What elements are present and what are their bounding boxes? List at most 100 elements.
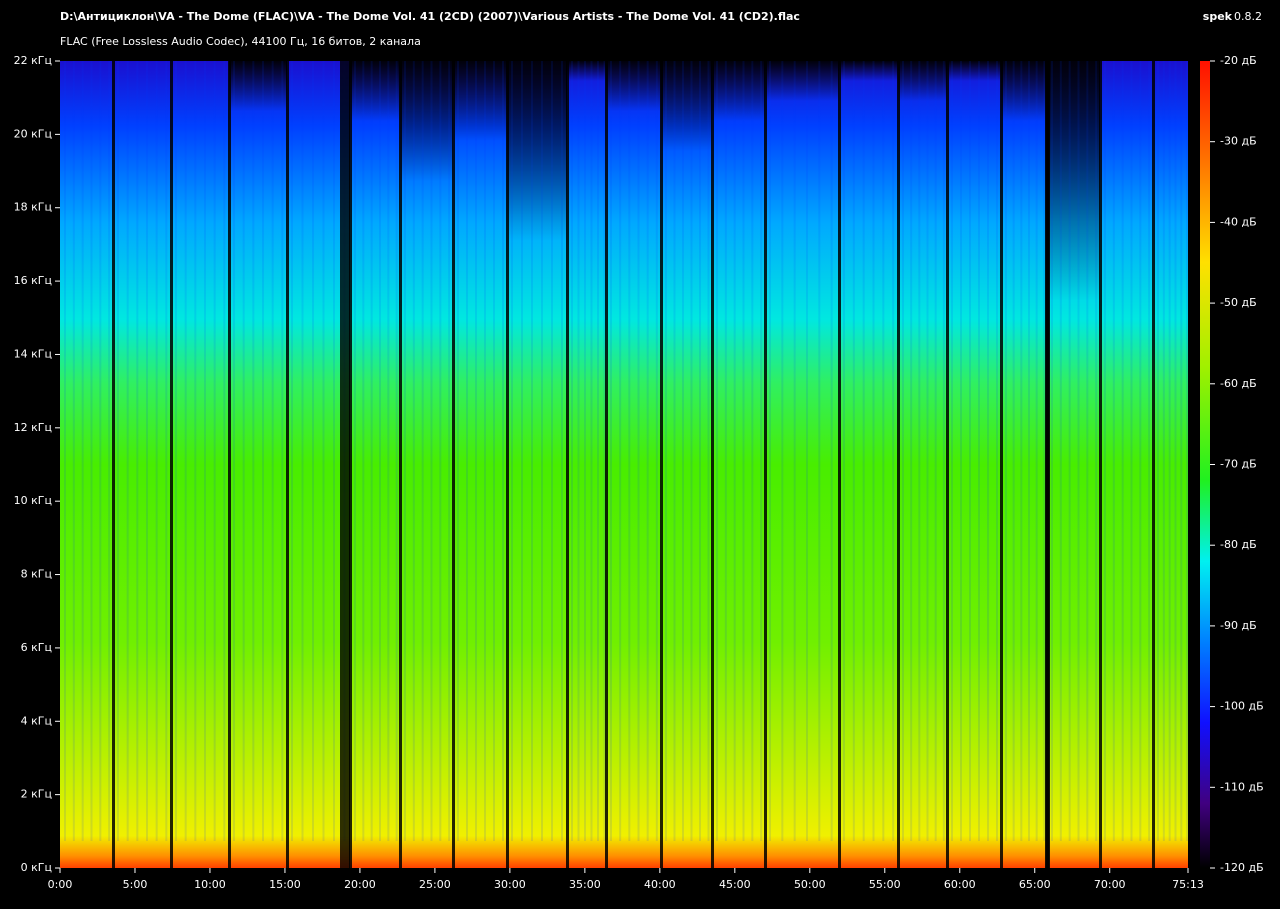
track-gap xyxy=(660,61,663,868)
texture xyxy=(1051,61,1053,841)
texture xyxy=(969,61,971,841)
frequency-label: 8 кГц xyxy=(21,568,52,581)
texture xyxy=(387,61,390,841)
level-label: -120 дБ xyxy=(1220,861,1264,874)
texture xyxy=(511,61,513,841)
level-label: -80 дБ xyxy=(1220,538,1257,551)
frequency-label: 22 кГц xyxy=(14,54,52,67)
track-gap xyxy=(506,61,509,868)
time-label: 30:00 xyxy=(494,878,526,891)
texture xyxy=(910,61,913,841)
time-label: 60:00 xyxy=(944,878,976,891)
dark-region xyxy=(947,61,1001,81)
texture xyxy=(312,61,314,841)
app-version: 0.8.2 xyxy=(1234,10,1262,23)
texture xyxy=(978,61,980,841)
track-gap xyxy=(711,61,714,868)
texture xyxy=(742,61,745,841)
texture xyxy=(1077,61,1080,841)
track-gap xyxy=(605,61,608,868)
frequency-label: 2 кГц xyxy=(21,788,52,801)
dark-region xyxy=(1047,61,1100,301)
texture xyxy=(1162,61,1165,841)
level-label: -20 дБ xyxy=(1220,54,1257,67)
texture xyxy=(942,61,945,841)
texture xyxy=(322,61,325,841)
texture xyxy=(760,61,763,841)
texture xyxy=(1035,61,1038,841)
texture xyxy=(333,61,335,841)
time-label: 75:13 xyxy=(1172,878,1204,891)
texture xyxy=(126,61,129,841)
texture xyxy=(926,61,929,841)
app-name: spek xyxy=(1203,10,1233,23)
texture xyxy=(862,61,865,841)
texture xyxy=(233,61,235,841)
texture xyxy=(412,61,415,841)
texture xyxy=(252,61,255,841)
track-gap xyxy=(764,61,767,868)
texture xyxy=(733,61,736,841)
time-label: 35:00 xyxy=(569,878,601,891)
texture xyxy=(448,61,451,841)
texture xyxy=(354,61,356,841)
silence xyxy=(340,61,350,868)
level-label: -50 дБ xyxy=(1220,296,1257,309)
texture xyxy=(165,61,168,841)
level-label: -40 дБ xyxy=(1220,215,1257,228)
track-gap xyxy=(349,61,352,868)
dark-region xyxy=(400,61,453,181)
texture xyxy=(584,61,586,841)
texture xyxy=(1168,61,1171,841)
silence xyxy=(1045,61,1050,868)
dark-region xyxy=(507,61,567,241)
track-gap xyxy=(452,61,455,868)
texture xyxy=(1157,61,1159,841)
texture xyxy=(1174,61,1177,841)
texture xyxy=(561,61,563,841)
texture xyxy=(818,61,821,841)
level-label: -70 дБ xyxy=(1220,458,1257,471)
frequency-label: 12 кГц xyxy=(14,421,52,434)
dark-region xyxy=(453,61,507,141)
texture xyxy=(291,61,293,841)
time-label: 45:00 xyxy=(719,878,751,891)
texture xyxy=(682,61,684,841)
track-gap xyxy=(1099,61,1102,868)
frequency-label: 18 кГц xyxy=(14,201,52,214)
texture xyxy=(1186,61,1189,841)
texture xyxy=(242,61,245,841)
texture xyxy=(194,61,197,841)
texture xyxy=(951,61,953,841)
frequency-label: 0 кГц xyxy=(21,861,52,874)
texture xyxy=(439,61,442,841)
track-gap xyxy=(838,61,841,868)
texture xyxy=(136,61,139,841)
texture xyxy=(262,61,264,841)
track-gap xyxy=(170,61,173,868)
dark-region xyxy=(1001,61,1047,121)
dark-region xyxy=(898,61,947,101)
file-path: D:\Антициклон\VA - The Dome (FLAC)\VA - … xyxy=(60,10,800,23)
texture xyxy=(301,61,304,841)
frequency-label: 6 кГц xyxy=(21,641,52,654)
time-label: 70:00 xyxy=(1094,878,1126,891)
dark-region xyxy=(839,61,898,81)
texture xyxy=(1121,61,1124,841)
texture xyxy=(204,61,206,841)
track-gap xyxy=(946,61,949,868)
texture xyxy=(1112,61,1115,841)
texture xyxy=(960,61,962,841)
texture xyxy=(781,61,784,841)
texture xyxy=(271,61,274,841)
texture xyxy=(362,61,365,841)
texture xyxy=(223,61,226,841)
time-label: 55:00 xyxy=(869,878,901,891)
texture xyxy=(1020,61,1023,841)
frequency-label: 20 кГц xyxy=(14,127,52,140)
texture xyxy=(521,61,523,841)
texture xyxy=(1043,61,1046,841)
texture xyxy=(395,61,398,841)
track-gap xyxy=(286,61,289,868)
texture xyxy=(531,61,533,841)
